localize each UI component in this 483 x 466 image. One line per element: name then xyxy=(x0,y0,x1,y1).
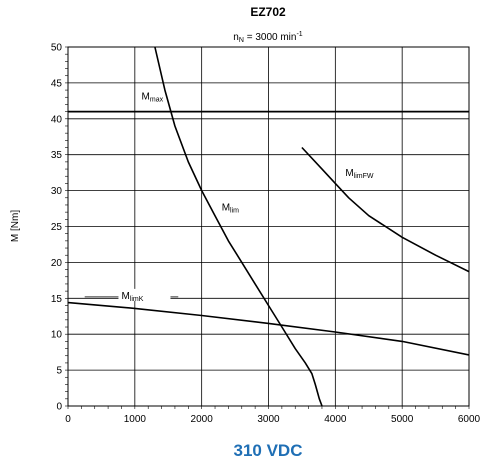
x-tick-labels: 0 1000 2000 3000 4000 5000 6000 xyxy=(65,414,480,425)
y-tick-label-1: 5 xyxy=(56,366,62,377)
x-tick-label-2: 2000 xyxy=(191,414,214,425)
footer-voltage: 310 VDC xyxy=(234,441,303,460)
series-line-MlimK xyxy=(68,301,469,356)
y-tick-labels: 0 5 10 15 20 25 30 35 40 45 50 xyxy=(51,43,63,413)
x-tick-label-5: 5000 xyxy=(391,414,414,425)
chart-subtitle: nN = 3000 min-1 xyxy=(233,31,303,44)
series-labels: Mmax Mlim MlimFW MlimK xyxy=(84,91,374,303)
x-tick-label-0: 0 xyxy=(65,414,71,425)
grid-lines xyxy=(65,46,470,409)
x-tick-label-3: 3000 xyxy=(257,414,280,425)
x-tick-label-1: 1000 xyxy=(124,414,147,425)
y-tick-label-8: 40 xyxy=(51,114,63,125)
series-line-Mlim xyxy=(154,47,323,406)
y-tick-label-0: 0 xyxy=(56,402,62,413)
series-label-Mlim: Mlim xyxy=(222,203,239,215)
label-bg-MlimK xyxy=(118,288,171,301)
series-group xyxy=(68,47,469,406)
x-tick-label-4: 4000 xyxy=(324,414,347,425)
series-line-MlimFW xyxy=(301,146,469,273)
y-tick-label-2: 10 xyxy=(51,330,63,341)
chart-title: EZ702 xyxy=(250,5,286,19)
series-label-MlimK: MlimK xyxy=(121,291,143,303)
series-label-Mmax: Mmax xyxy=(142,91,164,103)
y-tick-label-10: 50 xyxy=(51,43,63,54)
series-label-MlimFW: MlimFW xyxy=(345,168,374,180)
y-tick-label-7: 35 xyxy=(51,150,63,161)
x-tick-label-6: 6000 xyxy=(458,414,481,425)
y-tick-label-5: 25 xyxy=(51,222,63,233)
y-tick-label-9: 45 xyxy=(51,78,63,89)
y-tick-label-6: 30 xyxy=(51,186,63,197)
y-tick-label-3: 15 xyxy=(51,294,63,305)
plot-border xyxy=(67,46,470,407)
y-tick-label-4: 20 xyxy=(51,258,63,269)
y-axis-label: M [Nm] xyxy=(10,210,21,242)
